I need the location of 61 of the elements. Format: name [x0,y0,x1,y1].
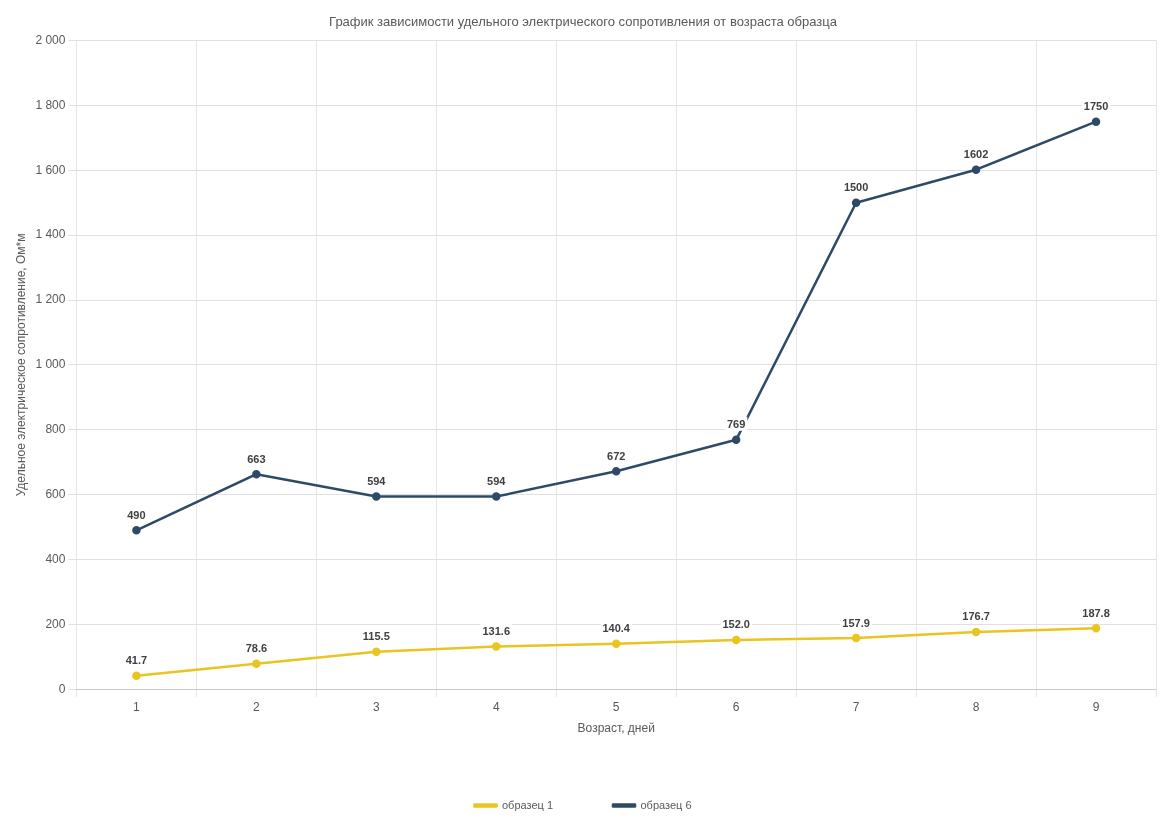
point [492,492,501,501]
point [611,639,621,648]
legend-label: образец 6 [640,798,692,811]
data-label: 140.4 [602,622,631,635]
point [971,165,981,174]
data-label: 594 [487,475,507,488]
point [1091,624,1101,633]
point [851,633,861,643]
x-tick-label: 1 [133,699,141,714]
y-tick-label: 600 [45,486,66,501]
data-label: 152.0 [722,618,750,631]
y-tick-label: 1 400 [35,227,66,242]
point [492,642,501,651]
data-label: 1602 [963,148,989,161]
point [851,198,861,207]
x-axis-title: Возраст, дней [577,721,655,736]
y-tick-label: 1 200 [35,292,66,307]
x-tick-label: 4 [492,699,500,714]
y-tick-label: 200 [45,616,66,631]
legend-label: образец 1 [501,798,554,811]
x-tick-label: 8 [972,699,980,714]
data-label: 157.9 [842,616,870,629]
point [252,659,261,668]
point [971,627,981,637]
y-tick-label: 800 [45,422,66,437]
x-tick-label: 7 [852,699,860,714]
point [372,492,381,501]
data-label: 663 [247,452,266,465]
x-tick-label: 5 [612,699,620,714]
point [132,526,141,535]
point [731,635,741,645]
x-tick-label: 9 [1092,699,1100,714]
point [372,647,381,656]
data-label: 131.6 [482,625,511,638]
data-label: 490 [127,508,146,521]
data-label: 672 [607,449,626,462]
data-label: 594 [367,475,387,488]
x-tick-label: 3 [372,699,380,714]
x-tick-label: 2 [253,699,261,714]
data-label: 176.7 [962,610,990,623]
point [1091,117,1101,126]
point [132,671,141,680]
chart-title: График зависимости удельного электрического сопротивления от возраста образца [329,14,838,30]
data-label: 187.8 [1082,606,1110,619]
y-tick-label: 400 [45,551,66,566]
data-label: 769 [726,418,746,431]
point [611,467,621,476]
y-tick-label: 1 000 [35,357,66,372]
data-label: 1500 [843,181,869,194]
y-axis-title: Удельное электрическое сопротивление, Ом*м [13,233,28,497]
y-tick-label: 1 600 [35,162,66,177]
point [731,435,741,445]
data-label: 78.6 [245,642,268,655]
y-tick-label: 0 [58,681,66,696]
data-label: 115.5 [362,630,390,643]
y-tick-label: 2 000 [35,32,66,47]
x-tick-label: 6 [732,699,740,714]
data-label: 1750 [1083,100,1109,113]
y-tick-label: 1 800 [35,97,66,112]
data-label: 41.7 [125,654,148,667]
point [252,469,261,479]
